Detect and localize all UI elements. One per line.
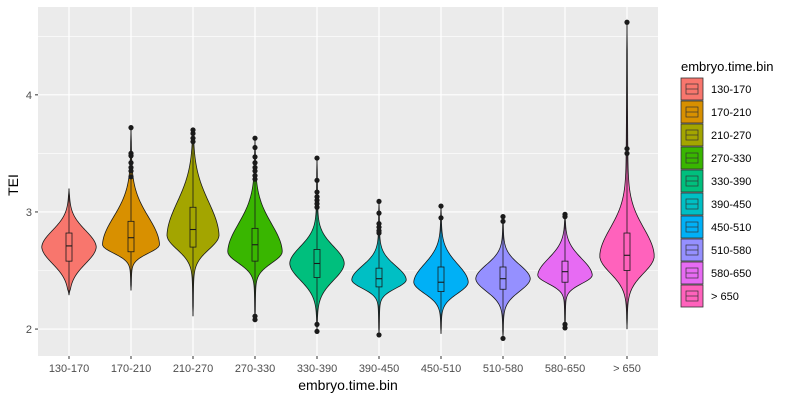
y-axis: 2 3 4 — [26, 90, 38, 336]
x-axis-title: embryo.time.bin — [298, 377, 398, 393]
legend-label: 580-650 — [711, 268, 751, 280]
outlier-point — [128, 153, 134, 159]
outlier-point — [376, 198, 382, 205]
outlier-point — [314, 189, 320, 195]
outlier-point — [128, 125, 134, 131]
outlier-point — [252, 168, 258, 174]
violins — [41, 19, 655, 342]
outlier-point — [376, 230, 382, 236]
outlier-point — [376, 210, 382, 216]
outlier-point — [500, 335, 506, 342]
outlier-point — [314, 321, 320, 327]
legend-label: 210-270 — [711, 130, 751, 142]
plot-panel — [38, 7, 658, 356]
outlier-point — [128, 174, 134, 180]
y-tick-label: 2 — [26, 324, 32, 336]
outlier-point — [314, 177, 320, 183]
legend-title: embryo.time.bin — [681, 59, 773, 74]
outlier-point — [500, 214, 506, 220]
box-iqr — [189, 206, 197, 248]
x-tick-label: 390-450 — [359, 363, 399, 375]
x-tick-label: 210-270 — [173, 363, 213, 375]
outlier-point — [314, 204, 320, 210]
box-iqr — [65, 232, 73, 262]
legend-label: 330-390 — [711, 176, 751, 188]
outlier-point — [376, 332, 382, 338]
legend-label: 390-450 — [711, 199, 751, 211]
outlier-point — [500, 218, 506, 224]
box-iqr — [127, 220, 135, 253]
legend-label: > 650 — [711, 291, 739, 303]
x-axis: 130-170 170-210 210-270 270-330 330-390 390-4… — [49, 356, 641, 375]
legend-label: 450-510 — [711, 222, 751, 234]
legend-label: 170-210 — [711, 107, 751, 119]
outlier-point — [562, 325, 568, 331]
outlier-point — [624, 150, 630, 156]
outlier-point — [624, 146, 630, 152]
x-tick-label: 510-580 — [483, 363, 523, 375]
box-iqr — [623, 232, 631, 271]
y-axis-title: TEI — [5, 174, 21, 196]
legend-label: 270-330 — [711, 153, 751, 165]
outlier-point — [624, 19, 630, 25]
x-tick-label: > 650 — [613, 363, 641, 375]
outlier-point — [314, 155, 320, 161]
outlier-point — [562, 214, 568, 220]
outlier-point — [252, 317, 258, 323]
legend-label: 130-170 — [711, 84, 751, 96]
outlier-point — [190, 130, 196, 137]
outlier-point — [252, 160, 258, 166]
legend-label: 510-580 — [711, 245, 751, 257]
outlier-point — [438, 215, 444, 221]
x-tick-label: 450-510 — [421, 363, 461, 375]
outlier-point — [252, 144, 258, 151]
legend: embryo.time.bin 130-170 170-210 210-270 270… — [680, 59, 773, 308]
outlier-point — [314, 328, 320, 335]
box-iqr — [437, 266, 445, 292]
x-tick-label: 270-330 — [235, 363, 275, 375]
outlier-point — [252, 176, 258, 182]
outlier-point — [438, 203, 444, 209]
outlier-point — [128, 168, 134, 174]
box-iqr — [375, 267, 383, 288]
x-tick-label: 330-390 — [297, 363, 337, 375]
box-iqr — [499, 266, 507, 290]
x-tick-label: 130-170 — [49, 363, 89, 375]
y-tick-label: 3 — [26, 207, 32, 219]
outlier-point — [252, 154, 258, 160]
outlier-point — [190, 139, 196, 145]
outlier-point — [252, 135, 258, 141]
outlier-point — [128, 160, 134, 166]
x-tick-label: 580-650 — [545, 363, 585, 375]
x-tick-label: 170-210 — [111, 363, 151, 375]
y-tick-label: 4 — [26, 90, 32, 102]
